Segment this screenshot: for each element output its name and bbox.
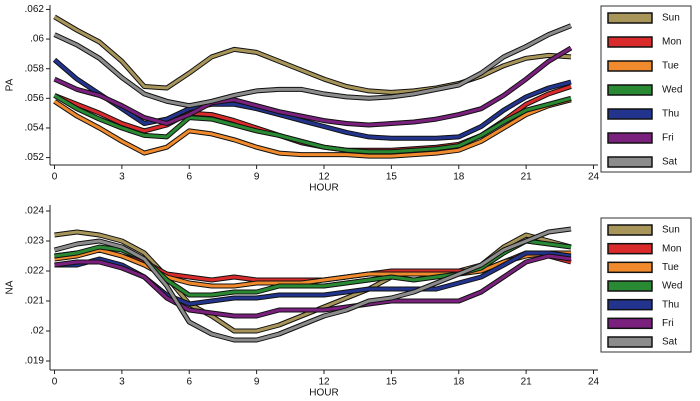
y-tick-label: .02: [30, 326, 44, 337]
legend-swatch: [607, 242, 653, 255]
x-tick-label: 3: [119, 172, 125, 183]
legend-label: Wed: [662, 281, 682, 292]
y-tick-label: .019: [25, 356, 45, 367]
legend-label: Fri: [662, 318, 674, 329]
legend-swatch: [607, 336, 653, 348]
x-tick-label: 6: [186, 172, 192, 183]
legend-swatch: [607, 298, 653, 311]
legend-label: Mon: [662, 37, 681, 48]
legend-label: Thu: [662, 299, 679, 310]
series-line: [53, 58, 572, 140]
legend-label: Thu: [662, 109, 679, 120]
series-line: [53, 46, 572, 127]
y-tick-label: .023: [25, 236, 45, 247]
x-tick-label: 21: [521, 172, 533, 183]
legend-label: Mon: [662, 243, 681, 254]
series-line: [53, 24, 572, 108]
series-line: [53, 94, 572, 154]
legend-swatch: [607, 12, 653, 24]
x-tick-label: 6: [186, 377, 192, 388]
y-axis-label: PA: [5, 78, 16, 91]
x-tick-label: 15: [386, 377, 398, 388]
legend-swatch: [607, 224, 653, 236]
x-axis-label: HOUR: [309, 388, 338, 399]
legend-label: Wed: [662, 85, 682, 96]
legend-swatch: [607, 108, 653, 120]
x-tick-label: 0: [52, 172, 58, 183]
legend-swatch: [607, 261, 653, 274]
x-tick-label: 21: [521, 377, 533, 388]
x-tick-label: 15: [386, 172, 398, 183]
y-tick-label: .054: [25, 123, 45, 134]
x-tick-label: 12: [318, 377, 330, 388]
series-line: [54, 227, 572, 342]
y-axis-label: NA: [5, 280, 16, 294]
y-tick-label: .058: [25, 63, 45, 74]
legend-label: Tue: [662, 61, 679, 72]
series-line: [54, 248, 571, 288]
legend-label: Sun: [662, 225, 680, 236]
y-tick-label: .024: [25, 206, 45, 217]
x-tick-label: 18: [453, 377, 465, 388]
legend-label: Tue: [662, 262, 679, 273]
y-tick-label: .056: [25, 93, 45, 104]
y-tick-label: .062: [25, 4, 45, 15]
y-tick-label: .06: [30, 34, 44, 45]
legend-swatch: [607, 84, 653, 96]
x-tick-label: 9: [254, 377, 260, 388]
y-tick-label: .022: [25, 266, 45, 277]
legend-label: Sun: [662, 13, 680, 24]
legend-swatch: [607, 317, 653, 330]
legend-label: Sat: [662, 157, 677, 168]
x-tick-label: 9: [254, 172, 260, 183]
legend-label: Sat: [662, 337, 677, 348]
legend-swatch: [607, 156, 653, 168]
x-tick-label: 0: [52, 377, 58, 388]
line-outline: [53, 14, 572, 95]
x-tick-label: 12: [318, 172, 330, 183]
legend-swatch: [607, 280, 653, 292]
y-tick-label: .021: [25, 296, 45, 307]
x-axis-label: HOUR: [309, 183, 338, 194]
legend-swatch: [607, 132, 653, 144]
series-line: [53, 15, 572, 94]
series-line: [53, 98, 572, 158]
y-tick-label: .052: [25, 152, 45, 163]
x-tick-label: 3: [119, 377, 125, 388]
legend-swatch: [607, 60, 653, 72]
legend-label: Fri: [662, 133, 674, 144]
series-line: [54, 254, 572, 318]
x-tick-label: 24: [588, 377, 600, 388]
legend-swatch: [607, 36, 653, 48]
x-tick-label: 18: [453, 172, 465, 183]
x-tick-label: 24: [588, 172, 600, 183]
